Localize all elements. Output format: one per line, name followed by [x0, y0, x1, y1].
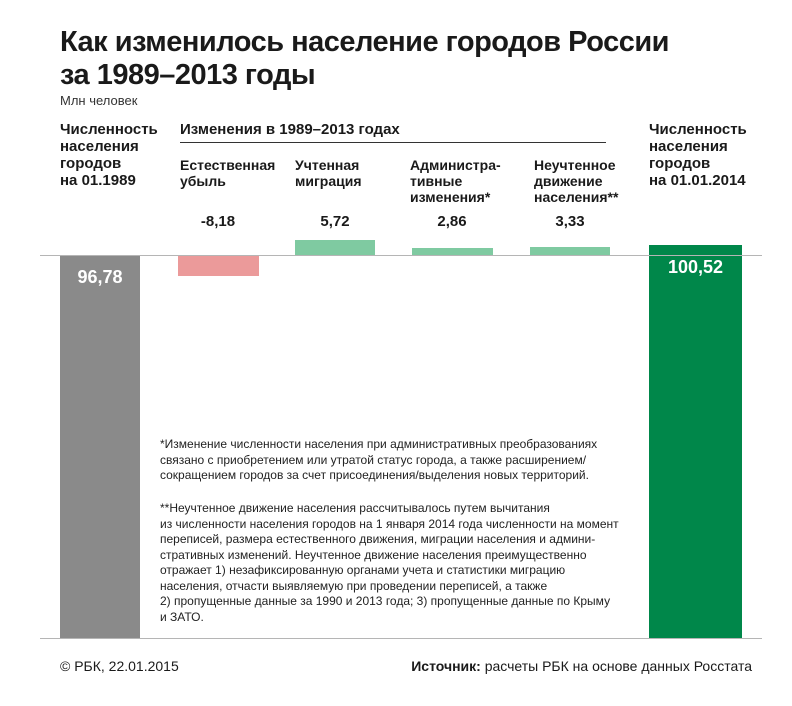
source-line: Источник: расчеты РБК на основе данных Р… [411, 658, 752, 674]
change-category-label-4: Неучтенное движение населения** [534, 157, 619, 205]
change-category-label-1: Естественная убыль [180, 157, 276, 189]
source-text: расчеты РБК на основе данных Росстата [480, 658, 752, 674]
left-column-label: Численность населения городов на 01.1989 [60, 121, 158, 189]
change-value-label-1: -8,18 [200, 213, 236, 230]
changes-header: Изменения в 1989–2013 годах [180, 121, 400, 138]
copyright: © РБК, 22.01.2015 [60, 658, 179, 674]
right-column-label: Численность населения городов на 01.01.2… [649, 121, 747, 189]
units-subtitle: Млн человек [60, 93, 138, 108]
change-bar-4 [530, 246, 610, 255]
footnote-unrecorded: **Неучтенное движение населения рассчиты… [160, 501, 619, 624]
change-category-label-3: Администра- тивные изменения* [410, 157, 501, 205]
change-bar-3 [412, 247, 493, 255]
end-total-bar [649, 245, 742, 638]
change-value-label-4: 3,33 [555, 213, 585, 230]
change-bar-2 [295, 240, 375, 255]
start-total-value: 96,78 [77, 267, 123, 287]
change-bar-1 [178, 255, 259, 276]
change-value-label-2: 5,72 [320, 213, 350, 230]
chart-baseline [40, 255, 762, 256]
change-value-label-3: 2,86 [437, 213, 467, 230]
start-total-bar [60, 255, 140, 638]
source-label: Источник: [411, 658, 481, 674]
footnote-administrative: *Изменение численности населения при адм… [160, 437, 598, 482]
change-category-label-2: Учтенная миграция [295, 157, 362, 189]
end-total-value: 100,52 [667, 257, 724, 277]
header-rule [180, 142, 606, 143]
page-title: Как изменилось население городов России … [60, 26, 670, 91]
chart-bottom-line [40, 638, 762, 639]
